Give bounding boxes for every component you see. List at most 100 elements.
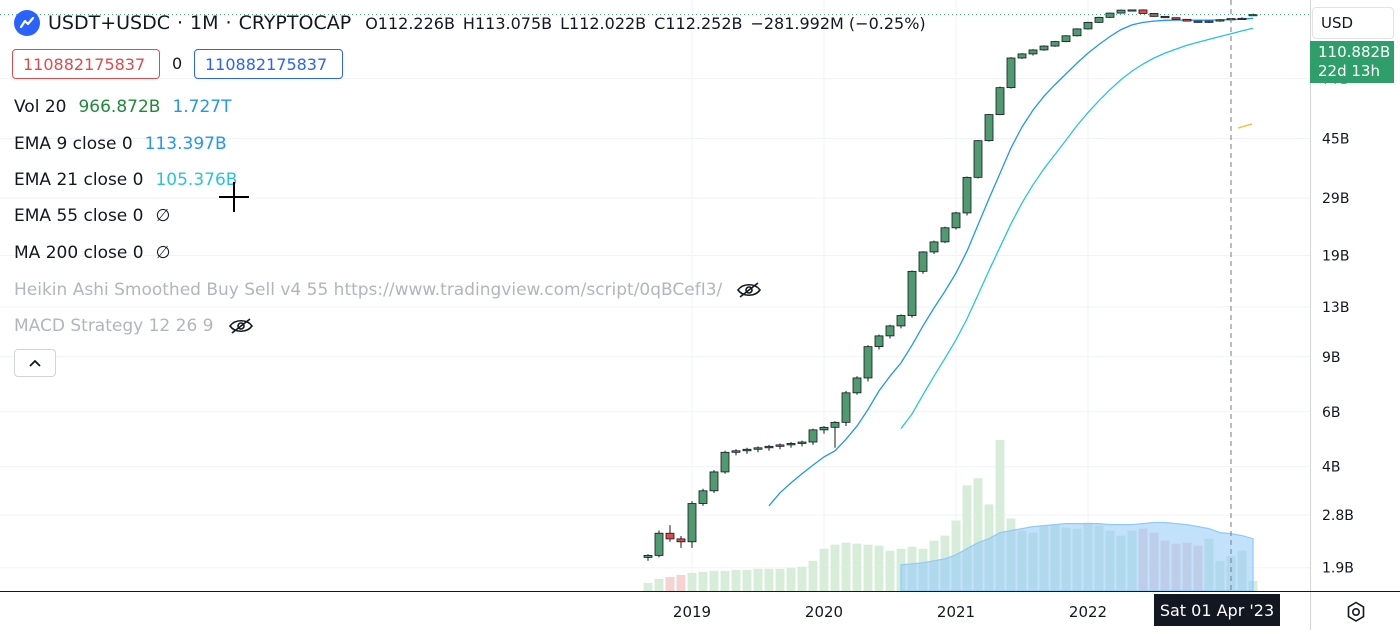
candle-body	[753, 447, 763, 450]
legend-label: EMA 55 close 0	[14, 206, 144, 226]
ema-lines	[768, 17, 1254, 507]
last-price-value: 110.882B	[1318, 43, 1391, 61]
crosshair-cursor-icon	[219, 182, 249, 212]
candle-body	[775, 444, 785, 447]
x-tick-label: 2020	[805, 603, 843, 621]
indicator-marker	[1237, 123, 1253, 129]
candle-body	[1072, 28, 1082, 37]
candle-body	[1127, 9, 1137, 12]
legend-row[interactable]: MACD Strategy 12 26 9	[14, 314, 254, 338]
y-tick-label: 9B	[1322, 350, 1341, 366]
legend-row[interactable]: Heikin Ashi Smoothed Buy Sell v4 55 http…	[14, 278, 762, 302]
volume-ma-area	[900, 521, 1254, 592]
candle-body	[764, 445, 774, 449]
legend-value: 113.397B	[144, 134, 227, 154]
volume-bar	[731, 569, 741, 591]
candle-body	[797, 441, 807, 444]
legend-row[interactable]: EMA 9 close 0 113.397B	[14, 132, 227, 156]
legend-row[interactable]: EMA 55 close 0 ∅	[14, 204, 170, 228]
candle-body	[1116, 9, 1126, 14]
axes: 1.9B2.8B4B6B9B13B19B29B45B70B20192020202…	[673, 72, 1354, 621]
candle-body	[852, 377, 862, 394]
legend-label: Heikin Ashi Smoothed Buy Sell v4 55 http…	[14, 280, 723, 300]
crosshair-date-label: Sat 01 Apr '23	[1154, 594, 1280, 626]
high-value: H113.075B	[462, 13, 553, 33]
volume-bar	[852, 543, 862, 591]
symbol-name[interactable]: USDT+USDC	[48, 12, 170, 34]
candle-body	[819, 426, 829, 431]
legend-label: MACD Strategy 12 26 9	[14, 316, 214, 336]
candle-body	[874, 335, 884, 348]
legend-row[interactable]: MA 200 close 0 ∅	[14, 241, 170, 265]
volume-bar	[841, 542, 851, 591]
candle-body	[962, 176, 972, 214]
volume-bar	[995, 440, 1005, 591]
candle-body	[1215, 19, 1225, 22]
currency-selector[interactable]: USD	[1312, 7, 1394, 39]
last-price-label: 110.882B 22d 13h	[1310, 41, 1394, 83]
candle-body	[1006, 57, 1016, 89]
x-tick-label: 2021	[937, 603, 975, 621]
symbol-header: USDT+USDC · 1M · CRYPTOCAP O112.226B H113…	[14, 8, 926, 38]
sell-value-box[interactable]: 110882175837	[12, 49, 160, 79]
volume-bar	[720, 570, 730, 591]
eye-hidden-icon[interactable]	[736, 281, 762, 299]
exchange: CRYPTOCAP	[238, 12, 352, 34]
candle-body	[951, 212, 961, 229]
legend-row[interactable]: EMA 21 close 0 105.376B	[14, 168, 237, 192]
volume-bar	[973, 478, 983, 591]
candle-body	[1028, 49, 1038, 55]
candle-body	[1182, 18, 1192, 22]
volume-bar	[819, 548, 829, 591]
eye-hidden-icon[interactable]	[228, 317, 254, 335]
candle-body	[1083, 21, 1093, 30]
candle-body	[907, 270, 917, 316]
legend-label: EMA 9 close 0	[14, 134, 133, 154]
open-value: O112.226B	[365, 13, 455, 33]
volume-bar	[643, 582, 653, 591]
volume-bar	[962, 485, 972, 591]
candle-body	[1094, 16, 1104, 23]
buy-value-box[interactable]: 110882175837	[194, 49, 343, 79]
volume-bar	[742, 569, 752, 591]
settings-gear-icon[interactable]	[1344, 600, 1368, 624]
volume-bar	[885, 550, 895, 591]
volume-bar	[665, 576, 675, 591]
x-tick-label: 2022	[1069, 603, 1107, 621]
separator-dot: ·	[225, 12, 232, 34]
y-tick-label: 29B	[1322, 191, 1349, 207]
candle-body	[1061, 35, 1071, 42]
candle-body	[1105, 12, 1115, 18]
candle-body	[1138, 9, 1148, 14]
legend-label: MA 200 close 0	[14, 243, 144, 263]
candle-body	[940, 227, 950, 243]
candle-body	[731, 450, 741, 453]
volume-bar	[676, 574, 686, 591]
legend-label: EMA 21 close 0	[14, 170, 144, 190]
volume-bar	[786, 567, 796, 591]
tradingview-logo-icon	[14, 10, 40, 36]
candle-body	[863, 346, 873, 379]
candle-body	[896, 315, 906, 327]
candle-body	[1039, 45, 1049, 51]
volume-ma-area	[900, 521, 1254, 592]
interval[interactable]: 1M	[190, 12, 219, 34]
legend-row[interactable]: Vol 20 966.872B 1.727T	[14, 95, 232, 119]
y-tick-label: 6B	[1322, 405, 1341, 421]
candle-body	[676, 538, 686, 543]
candle-body	[698, 490, 708, 504]
candle-body	[973, 140, 983, 178]
x-tick-label: 2019	[673, 603, 711, 621]
close-value: C112.252B	[654, 13, 743, 33]
candle-body	[742, 448, 752, 452]
y-tick-label: 13B	[1322, 300, 1349, 316]
bar-countdown: 22d 13h	[1318, 62, 1380, 80]
candle-body	[885, 325, 895, 337]
legend-label: Vol 20	[14, 97, 67, 117]
ohlc-values: O112.226B H113.075B L112.022B C112.252B −281…	[365, 14, 925, 33]
volume-bar	[764, 568, 774, 591]
collapse-legend-button[interactable]	[14, 349, 56, 377]
